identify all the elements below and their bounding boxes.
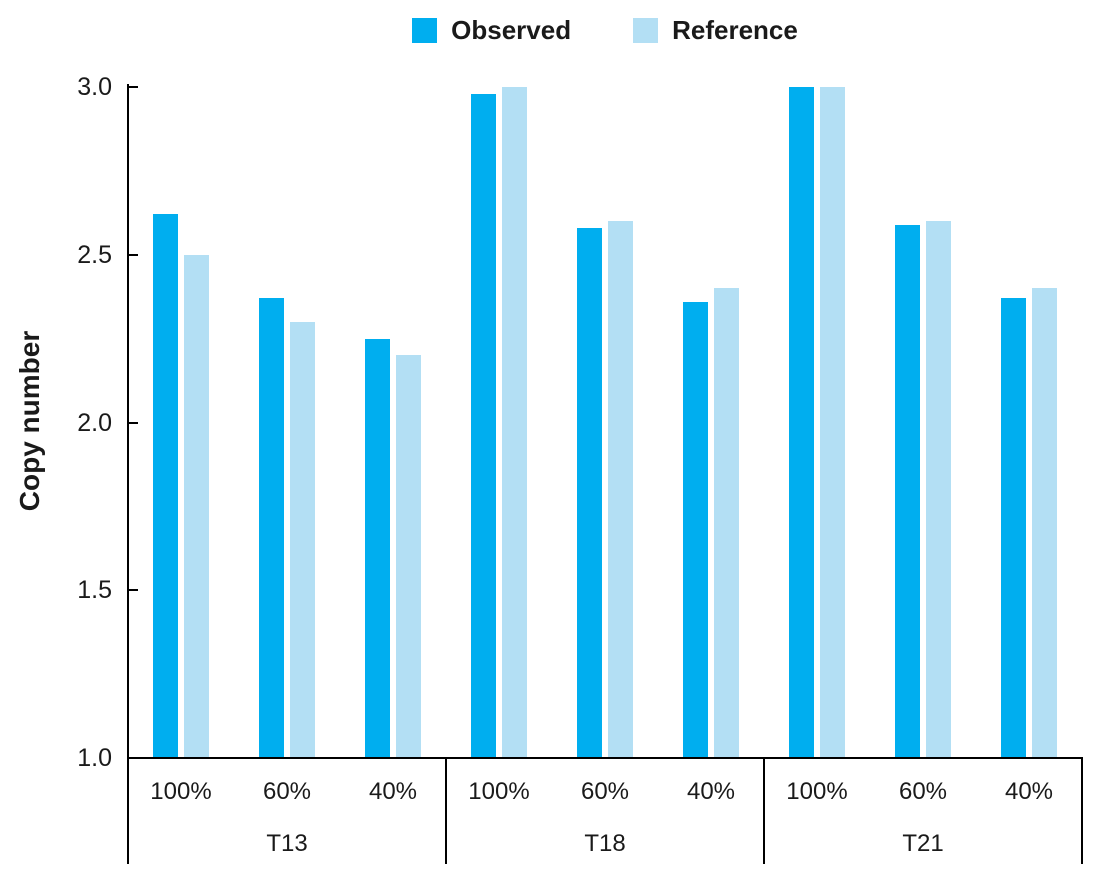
bar-reference	[502, 87, 527, 758]
group-label: T13	[266, 830, 308, 857]
group-label: T18	[584, 830, 626, 857]
x-category-label: 60%	[262, 778, 312, 805]
y-tick-label: 2.5	[77, 240, 112, 269]
y-tick	[128, 86, 138, 88]
bar-reference	[184, 255, 209, 758]
x-category-label: 60%	[580, 778, 630, 805]
legend-label-observed: Observed	[451, 14, 572, 45]
bar-observed	[577, 228, 602, 758]
bar-observed	[471, 94, 496, 758]
group-divider	[1081, 757, 1083, 864]
x-category-label: 40%	[368, 778, 418, 805]
y-tick-label: 2.0	[77, 408, 112, 437]
bar-observed	[153, 214, 178, 758]
legend-swatch-reference-icon	[633, 17, 659, 43]
group-label: T21	[902, 830, 944, 857]
bar-reference	[396, 355, 421, 758]
bar-reference	[714, 288, 739, 758]
bar-observed	[789, 87, 814, 758]
y-tick	[128, 589, 138, 592]
x-category-label: 100%	[150, 778, 212, 805]
bar-observed	[365, 339, 390, 758]
y-tick	[128, 253, 138, 256]
group-divider	[127, 757, 129, 864]
x-category-label: 100%	[786, 778, 848, 805]
bar-reference	[1032, 288, 1057, 758]
x-category-label: 40%	[686, 778, 736, 805]
group-divider	[763, 757, 765, 864]
y-tick-label: 3.0	[77, 73, 112, 101]
y-tick-label: 1.5	[77, 576, 112, 605]
x-axis-line	[127, 757, 1083, 759]
x-category-label: 40%	[1004, 778, 1054, 805]
y-tick	[128, 421, 138, 424]
bar-reference	[820, 87, 845, 758]
bar-reference	[608, 221, 633, 758]
bar-reference	[926, 221, 951, 758]
legend-swatch-observed-icon	[412, 17, 438, 43]
bar-observed	[895, 225, 920, 758]
bar-observed	[1001, 298, 1026, 758]
legend-item-reference: Reference	[633, 15, 798, 46]
bar-reference	[290, 322, 315, 758]
group-divider	[445, 757, 447, 864]
y-axis-line	[127, 84, 129, 758]
x-category-label: 100%	[468, 778, 530, 805]
y-tick-label: 1.0	[77, 744, 112, 772]
bar-observed	[683, 302, 708, 758]
legend-item-observed: Observed	[412, 15, 571, 46]
x-category-label: 60%	[898, 778, 948, 805]
legend: Observed Reference	[128, 12, 1082, 48]
bar-observed	[259, 298, 284, 758]
legend-label-reference: Reference	[672, 14, 798, 45]
